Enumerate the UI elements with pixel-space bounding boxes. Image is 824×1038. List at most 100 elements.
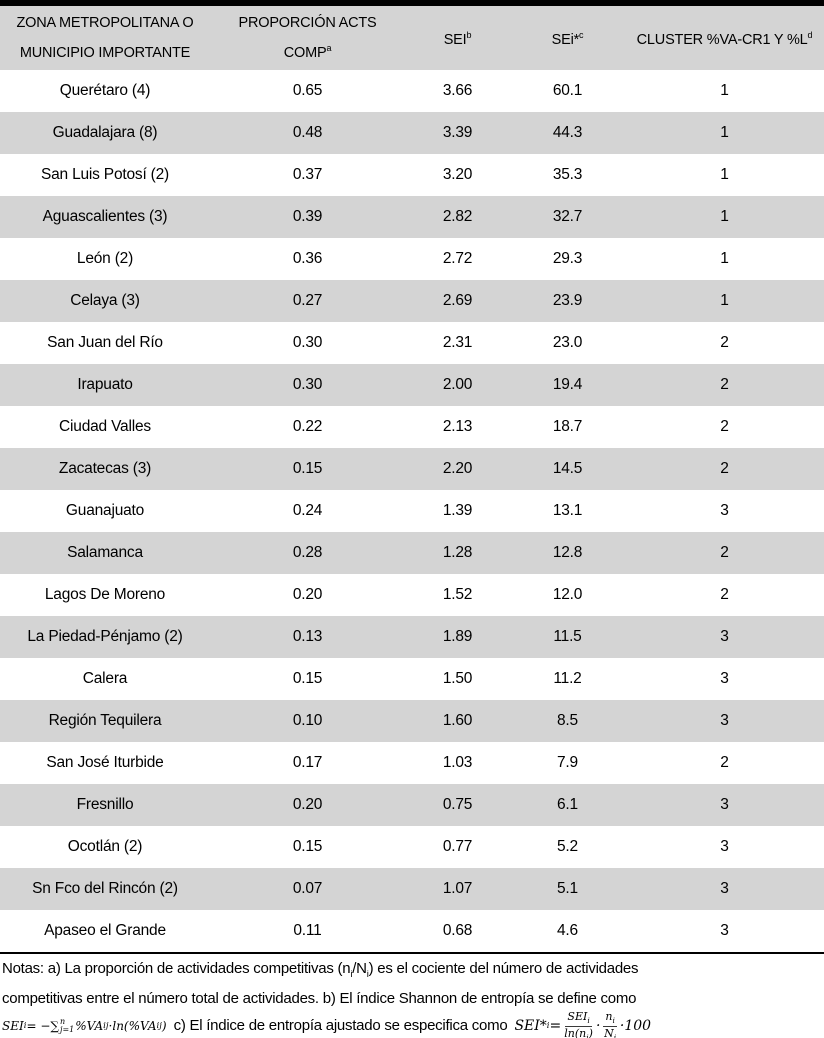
notes-section: Notas: a) La proporción de actividades c…: [0, 954, 824, 1038]
cell-cluster: 2: [720, 754, 729, 771]
multiplication-dot: ·: [595, 1018, 601, 1034]
fraction-sei-over-ln: SEIi ln(ni): [564, 1010, 593, 1038]
cell-proporcion: 0.27: [292, 292, 323, 309]
cell-cluster: 3: [720, 670, 729, 687]
top-border-rule: [0, 0, 824, 6]
cell-proporcion: 0.24: [292, 502, 323, 519]
cell-cluster: 1: [720, 82, 729, 99]
cell-sei: 0.68: [442, 922, 473, 939]
cell-proporcion: 0.15: [292, 838, 323, 855]
cell-sei: 0.77: [442, 838, 473, 855]
cell-sei: 2.72: [442, 250, 473, 267]
sigma-lower-limit: j=1: [59, 1025, 75, 1034]
table-row: San Luis Potosí (2) 0.37 3.20 35.3 1: [0, 154, 824, 196]
formula-subscript: i: [23, 1021, 27, 1031]
cell-cluster: 3: [720, 796, 729, 813]
cell-cluster: 3: [720, 712, 729, 729]
sigma-limits: n j=1: [59, 1017, 75, 1035]
header-cluster: CLUSTER %VA-CR1 Y %Ld: [625, 23, 824, 53]
cell-sei: 2.31: [442, 334, 473, 351]
table-row: Apaseo el Grande 0.11 0.68 4.6 3: [0, 910, 824, 952]
header-proporcion-acts-comp: PROPORCIÓN ACTS COMPa: [210, 11, 405, 66]
formula-term: ln(n: [564, 1026, 587, 1038]
cell-sei-star: 23.0: [552, 334, 583, 351]
formula-constant: 100: [624, 1018, 652, 1034]
formula-term: n: [605, 1010, 613, 1024]
cell-cluster: 2: [720, 376, 729, 393]
cell-sei-star: 44.3: [552, 124, 583, 141]
cell-zona: Zacatecas (3): [58, 460, 152, 477]
formula-subscript: i: [587, 1016, 590, 1026]
cell-cluster: 2: [720, 418, 729, 435]
cell-zona: Guanajuato: [65, 502, 145, 519]
cell-sei-star: 13.1: [552, 502, 583, 519]
cell-proporcion: 0.30: [292, 376, 323, 393]
table-row: Sn Fco del Rincón (2) 0.07 1.07 5.1 3: [0, 868, 824, 910]
cell-zona: La Piedad-Pénjamo (2): [27, 628, 183, 645]
cell-sei: 1.28: [442, 544, 473, 561]
cell-zona: San José Iturbide: [46, 754, 164, 771]
fraction-denominator: ln(ni): [564, 1027, 593, 1038]
formula-term: = −: [26, 1019, 51, 1033]
table-row: Zacatecas (3) 0.15 2.20 14.5 2: [0, 448, 824, 490]
cell-cluster: 1: [720, 250, 729, 267]
formula-subscript: i: [586, 1032, 589, 1038]
header-sei-star: SEi*c: [510, 23, 625, 53]
formula-subscript: ij: [103, 1021, 109, 1031]
table-row: Salamanca 0.28 1.28 12.8 2: [0, 532, 824, 574]
cell-sei-star: 12.8: [552, 544, 583, 561]
cell-cluster: 2: [720, 460, 729, 477]
cell-proporcion: 0.11: [293, 922, 322, 939]
cell-zona: Fresnillo: [76, 796, 134, 813]
cell-sei-star: 18.7: [552, 418, 583, 435]
cell-proporcion: 0.07: [292, 880, 323, 897]
cell-proporcion: 0.15: [292, 460, 323, 477]
table-row: Guanajuato 0.24 1.39 13.1 3: [0, 490, 824, 532]
cell-sei: 1.03: [442, 754, 473, 771]
fraction-denominator: Ni: [604, 1027, 616, 1038]
cell-zona: San Luis Potosí (2): [40, 166, 170, 183]
cell-sei-star: 5.2: [557, 838, 578, 855]
cell-sei: 2.20: [442, 460, 473, 477]
table-row: San José Iturbide 0.17 1.03 7.9 2: [0, 742, 824, 784]
formula-term: ln(%VA: [112, 1019, 157, 1033]
cell-sei-star: 23.9: [552, 292, 583, 309]
fraction-numerator: ni: [603, 1010, 617, 1027]
cell-sei: 3.66: [442, 82, 473, 99]
cell-proporcion: 0.17: [292, 754, 323, 771]
formula-term: =: [549, 1018, 562, 1034]
cell-zona: Querétaro (4): [59, 82, 151, 99]
formula-term: SEI: [2, 1019, 24, 1033]
header-zona-metropolitana: ZONA METROPOLITANA O MUNICIPIO IMPORTANT…: [0, 11, 210, 66]
note-text-c: c) El índice de entropía ajustado se esp…: [173, 1017, 508, 1034]
cell-sei-star: 11.2: [553, 670, 582, 687]
cell-cluster: 1: [720, 124, 729, 141]
cell-proporcion: 0.15: [292, 670, 323, 687]
cell-sei-star: 19.4: [552, 376, 583, 393]
formula-term: ·: [108, 1019, 113, 1033]
cell-sei: 2.00: [442, 376, 473, 393]
table-row: Ocotlán (2) 0.15 0.77 5.2 3: [0, 826, 824, 868]
table-row: Aguascalientes (3) 0.39 2.82 32.7 1: [0, 196, 824, 238]
cell-sei-star: 4.6: [557, 922, 578, 939]
cell-proporcion: 0.36: [292, 250, 323, 267]
note-line-1: Notas: a) La proporción de actividades c…: [2, 957, 822, 987]
cell-cluster: 3: [720, 502, 729, 519]
table-row: Región Tequilera 0.10 1.60 8.5 3: [0, 700, 824, 742]
multiplication-dot: ·: [619, 1018, 625, 1034]
formula-term: SEI: [567, 1010, 588, 1024]
table-row: Querétaro (4) 0.65 3.66 60.1 1: [0, 70, 824, 112]
header-footnote-mark: a: [326, 42, 332, 53]
table-header-row: ZONA METROPOLITANA O MUNICIPIO IMPORTANT…: [0, 6, 824, 70]
note-line-2: competitivas entre el número total de ac…: [2, 990, 637, 1007]
cell-proporcion: 0.28: [292, 544, 323, 561]
sigma-symbol: ∑: [50, 1019, 59, 1033]
header-footnote-mark: b: [466, 30, 472, 41]
cell-proporcion: 0.20: [292, 586, 323, 603]
table-row: Calera 0.15 1.50 11.2 3: [0, 658, 824, 700]
cell-sei: 1.07: [442, 880, 473, 897]
cell-sei-star: 35.3: [552, 166, 583, 183]
cell-proporcion: 0.30: [292, 334, 323, 351]
formula-subscript: i: [613, 1032, 617, 1038]
header-label: ZONA METROPOLITANA O MUNICIPIO IMPORTANT…: [16, 14, 194, 61]
